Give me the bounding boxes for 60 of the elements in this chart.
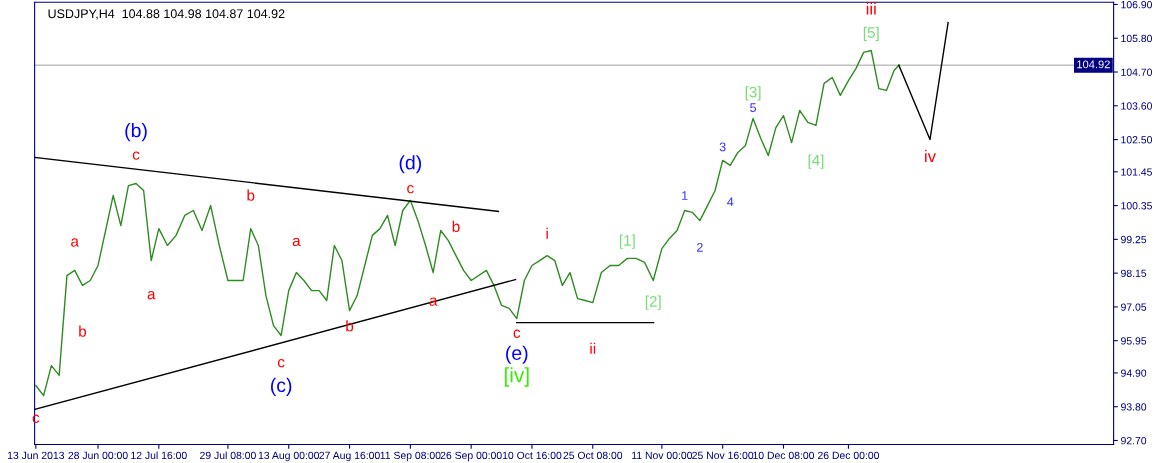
annotation: [iv]	[504, 367, 529, 387]
annotation: i	[546, 227, 548, 239]
x-tick-label: 27 Aug 16:00	[319, 451, 380, 462]
y-tick-label: 97.05	[1121, 303, 1147, 311]
y-tick-label: 93.80	[1121, 403, 1147, 411]
x-tick-label: 25 Nov 16:00	[692, 451, 754, 460]
y-tick-label: 102.50	[1121, 136, 1153, 144]
annotation: c	[132, 151, 140, 160]
x-tick-label: 29 Jul 08:00	[200, 451, 256, 460]
annotation: ii	[590, 342, 596, 354]
annotation: b	[79, 325, 87, 337]
x-tick-label: 13 Aug 00:00	[258, 451, 320, 462]
annotation: [2]	[645, 295, 661, 310]
annotation: [1]	[619, 234, 635, 249]
annotation: a	[147, 291, 156, 300]
annotation: iv	[925, 149, 936, 162]
annotation: (d)	[399, 155, 422, 174]
y-tick-label: 98.15	[1121, 269, 1147, 278]
annotation: [3]	[745, 86, 761, 101]
annotation: 3	[719, 142, 726, 152]
x-tick-label: 25 Oct 08:00	[563, 451, 623, 460]
annotation: (b)	[125, 123, 147, 142]
x-tick-label: 26 Dec 00:00	[817, 451, 880, 460]
x-tick-label: 10 Dec 08:00	[753, 451, 815, 460]
annotation: (c)	[271, 377, 292, 396]
y-tick-label: 104.70	[1121, 68, 1153, 76]
x-tick-label: 10 Oct 16:00	[502, 451, 562, 460]
y-tick-label: 94.90	[1121, 369, 1147, 377]
y-tick-label: 105.80	[1121, 34, 1153, 43]
annotation: (e)	[506, 345, 528, 364]
annotation: a	[71, 238, 79, 247]
annotation: c	[513, 329, 521, 338]
chart-title: USDJPY,H4 104.88 104.98 104.87 104.92	[48, 9, 285, 20]
x-tick-label: 26 Sep 00:00	[440, 451, 502, 462]
x-tick-label: 11 Sep 08:00	[380, 451, 441, 462]
annotation: 1	[682, 191, 688, 200]
x-tick-label: 12 Jul 16:00	[131, 451, 187, 460]
y-tick-label: 103.60	[1121, 102, 1153, 110]
x-tick-label: 28 Jun 00:00	[68, 451, 128, 460]
line-series	[35, 49, 900, 397]
annotation: a	[292, 237, 301, 247]
y-tick-label: 106.90	[1121, 0, 1153, 9]
y-tick-label: 101.45	[1121, 168, 1152, 176]
ref-line-label: 104.92	[1077, 60, 1110, 69]
x-tick-label: 11 Nov 00:00	[632, 451, 693, 460]
annotation: c	[407, 184, 414, 194]
annotation: b	[247, 189, 255, 201]
annotation: 2	[697, 242, 703, 252]
y-tick-label: 95.95	[1121, 337, 1147, 345]
annotation: b	[452, 220, 460, 232]
annotation: iii	[866, 2, 876, 15]
annotation: 5	[750, 103, 757, 113]
annotation: [5]	[863, 26, 879, 41]
annotation: c	[277, 358, 285, 368]
x-tick-label: 13 Jun 2013	[7, 451, 65, 460]
y-tick-label: 100.35	[1121, 202, 1152, 210]
y-tick-label: 92.70	[1121, 436, 1147, 445]
annotation: 4	[727, 197, 734, 207]
annotation: [4]	[808, 154, 824, 169]
y-tick-label: 99.25	[1121, 235, 1147, 244]
